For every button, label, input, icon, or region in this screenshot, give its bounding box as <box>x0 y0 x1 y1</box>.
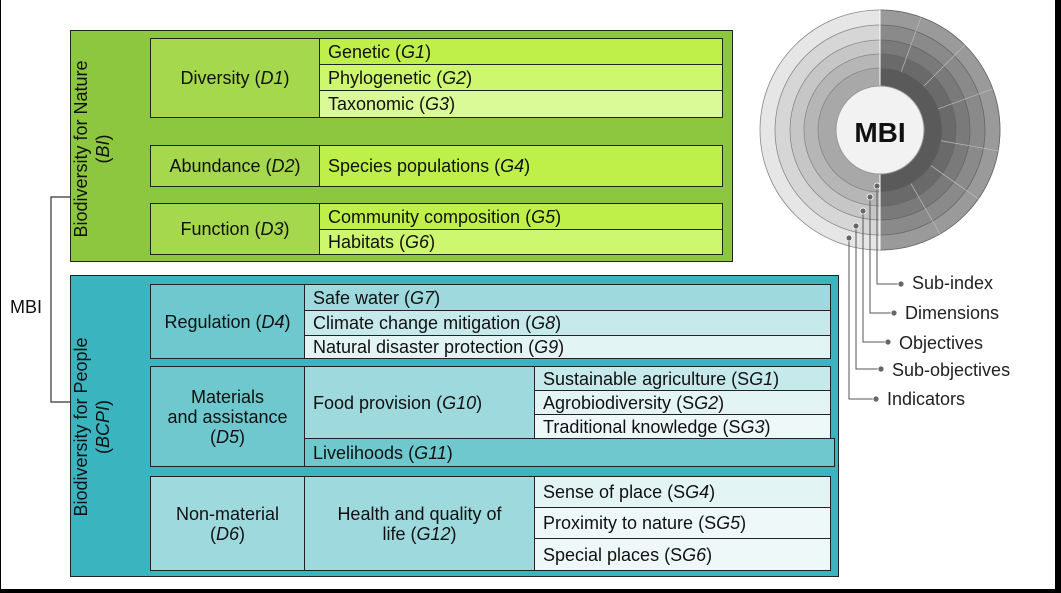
mbi-center-label: MBI <box>854 117 905 148</box>
people-title: Biodiversity for People <box>71 337 91 517</box>
dimension-d1: Diversity (D1) <box>150 38 320 118</box>
legend-indicators: Indicators <box>887 389 966 409</box>
objective-g1: Genetic (G1) <box>319 38 723 65</box>
sub-objective-sg1: Sustainable agriculture (SG1) <box>534 366 831 391</box>
ring-segment-divider <box>923 44 966 87</box>
objective-label: Safe water (G7) <box>313 287 441 308</box>
objective-label: Climate change mitigation (G8) <box>313 313 562 333</box>
sub-objective-label: Proximity to nature (SG5) <box>543 513 747 533</box>
dimension-d2: Abundance (D2) <box>150 145 320 187</box>
objective-label: Genetic (G1) <box>328 41 432 62</box>
sub-objective-sg4: Sense of place (SG4) <box>534 476 831 508</box>
legend-leader-line <box>848 238 876 400</box>
legend-dimensions: Dimensions <box>905 303 1000 323</box>
legend-leader-line <box>876 186 901 285</box>
sub-objective-sg2: Agrobiodiversity (SG2) <box>534 390 831 415</box>
legend-leader-dot <box>872 395 880 403</box>
dimension-label: Function (D3) <box>180 219 290 239</box>
dimension-d5: Materials and assistance (D5) <box>150 366 305 467</box>
sub-objective-label: Sustainable agriculture (SG1) <box>543 368 780 389</box>
mbi-side-label: MBI <box>10 297 43 317</box>
dimension-d3: Function (D3) <box>150 203 320 255</box>
legend-sub-objectives: Sub-objectives <box>892 360 1011 380</box>
objective-g4: Species populations (G4) <box>319 145 723 187</box>
dimension-label: Non-material (D6) <box>175 503 280 544</box>
objective-label: Health and quality of life (G12) <box>337 503 502 544</box>
objective-g9: Natural disaster protection (G9) <box>304 335 831 359</box>
ring-segment-divider <box>900 17 922 72</box>
legend-sub-index: Sub-index <box>912 273 994 293</box>
objective-label: Livelihoods (G11) <box>313 442 453 463</box>
dimension-label: Diversity (D1) <box>180 68 290 88</box>
objective-label: Food provision (G10) <box>313 392 483 413</box>
objective-label: Species populations (G4) <box>328 156 531 176</box>
objective-g11: Livelihoods (G11) <box>304 438 835 467</box>
people-panel-title: Biodiversity for People (BCPI) <box>71 337 113 517</box>
objective-g8: Climate change mitigation (G8) <box>304 310 831 336</box>
nature-abbr: BI <box>93 140 113 158</box>
legend-leader-dot <box>873 182 881 190</box>
legend-leader-line <box>869 197 894 314</box>
legend-leader-dot <box>845 234 853 242</box>
objective-label: Natural disaster protection (G9) <box>313 337 565 357</box>
sub-objective-sg3: Traditional knowledge (SG3) <box>534 414 831 439</box>
ring-segment-divider <box>938 88 993 110</box>
dimension-label: Abundance (D2) <box>169 156 301 176</box>
legend-leader-dot <box>859 207 867 215</box>
objective-g5: Community composition (G5) <box>319 203 723 230</box>
objective-g3: Taxonomic (G3) <box>319 90 723 118</box>
legend-leader-dot <box>866 193 874 201</box>
mbi-ring-diagram: MBI <box>759 9 1001 403</box>
objective-label: Taxonomic (G3) <box>328 94 456 114</box>
objective-label: Habitats (G6) <box>328 232 436 252</box>
objective-g2: Phylogenetic (G2) <box>319 64 723 91</box>
objective-label: Community composition (G5) <box>328 206 562 227</box>
objective-g12: Health and quality of life (G12) <box>304 476 535 571</box>
legend-leader-dot <box>884 338 892 346</box>
ring-segment-divider <box>930 165 979 200</box>
sub-objective-label: Agrobiodiversity (SG2) <box>543 392 725 413</box>
sub-objective-sg5: Proximity to nature (SG5) <box>534 507 831 539</box>
legend-leader-line <box>862 211 888 343</box>
sub-objective-label: Sense of place (SG4) <box>543 482 716 502</box>
objective-g6: Habitats (G6) <box>319 229 723 255</box>
objective-label: Phylogenetic (G2) <box>328 67 473 88</box>
frame-right-border <box>1055 0 1061 593</box>
people-abbr: BCPI <box>93 406 113 449</box>
nature-panel-title: Biodiversity for Nature (BI) <box>71 60 113 238</box>
legend-leader-dot <box>877 365 885 373</box>
frame-bottom-border <box>0 589 1061 593</box>
legend-objectives: Objectives <box>899 333 984 353</box>
sub-objective-label: Special places (SG6) <box>543 544 713 565</box>
legend-leader-line <box>855 226 881 370</box>
dimension-label: Regulation (D4) <box>164 311 291 332</box>
legend-leader-dot <box>897 280 905 288</box>
mbi-center-circle <box>835 85 925 175</box>
mbi-bracket <box>50 196 70 403</box>
ring-segment-divider <box>910 183 941 235</box>
legend-leader-dot <box>890 309 898 317</box>
dimension-d6: Non-material (D6) <box>150 476 305 571</box>
nature-title: Biodiversity for Nature <box>71 60 91 238</box>
objective-g10: Food provision (G10) <box>304 366 535 439</box>
sub-objective-sg6: Special places (SG6) <box>534 538 831 571</box>
objective-g7: Safe water (G7) <box>304 284 831 311</box>
ring-segment-divider <box>940 140 999 152</box>
dimension-d4: Regulation (D4) <box>150 284 305 359</box>
dimension-label: Materials and assistance (D5) <box>167 386 288 447</box>
sub-objective-label: Traditional knowledge (SG3) <box>543 416 771 437</box>
legend-leader-dot <box>852 222 860 230</box>
frame-left-border <box>0 0 1 593</box>
